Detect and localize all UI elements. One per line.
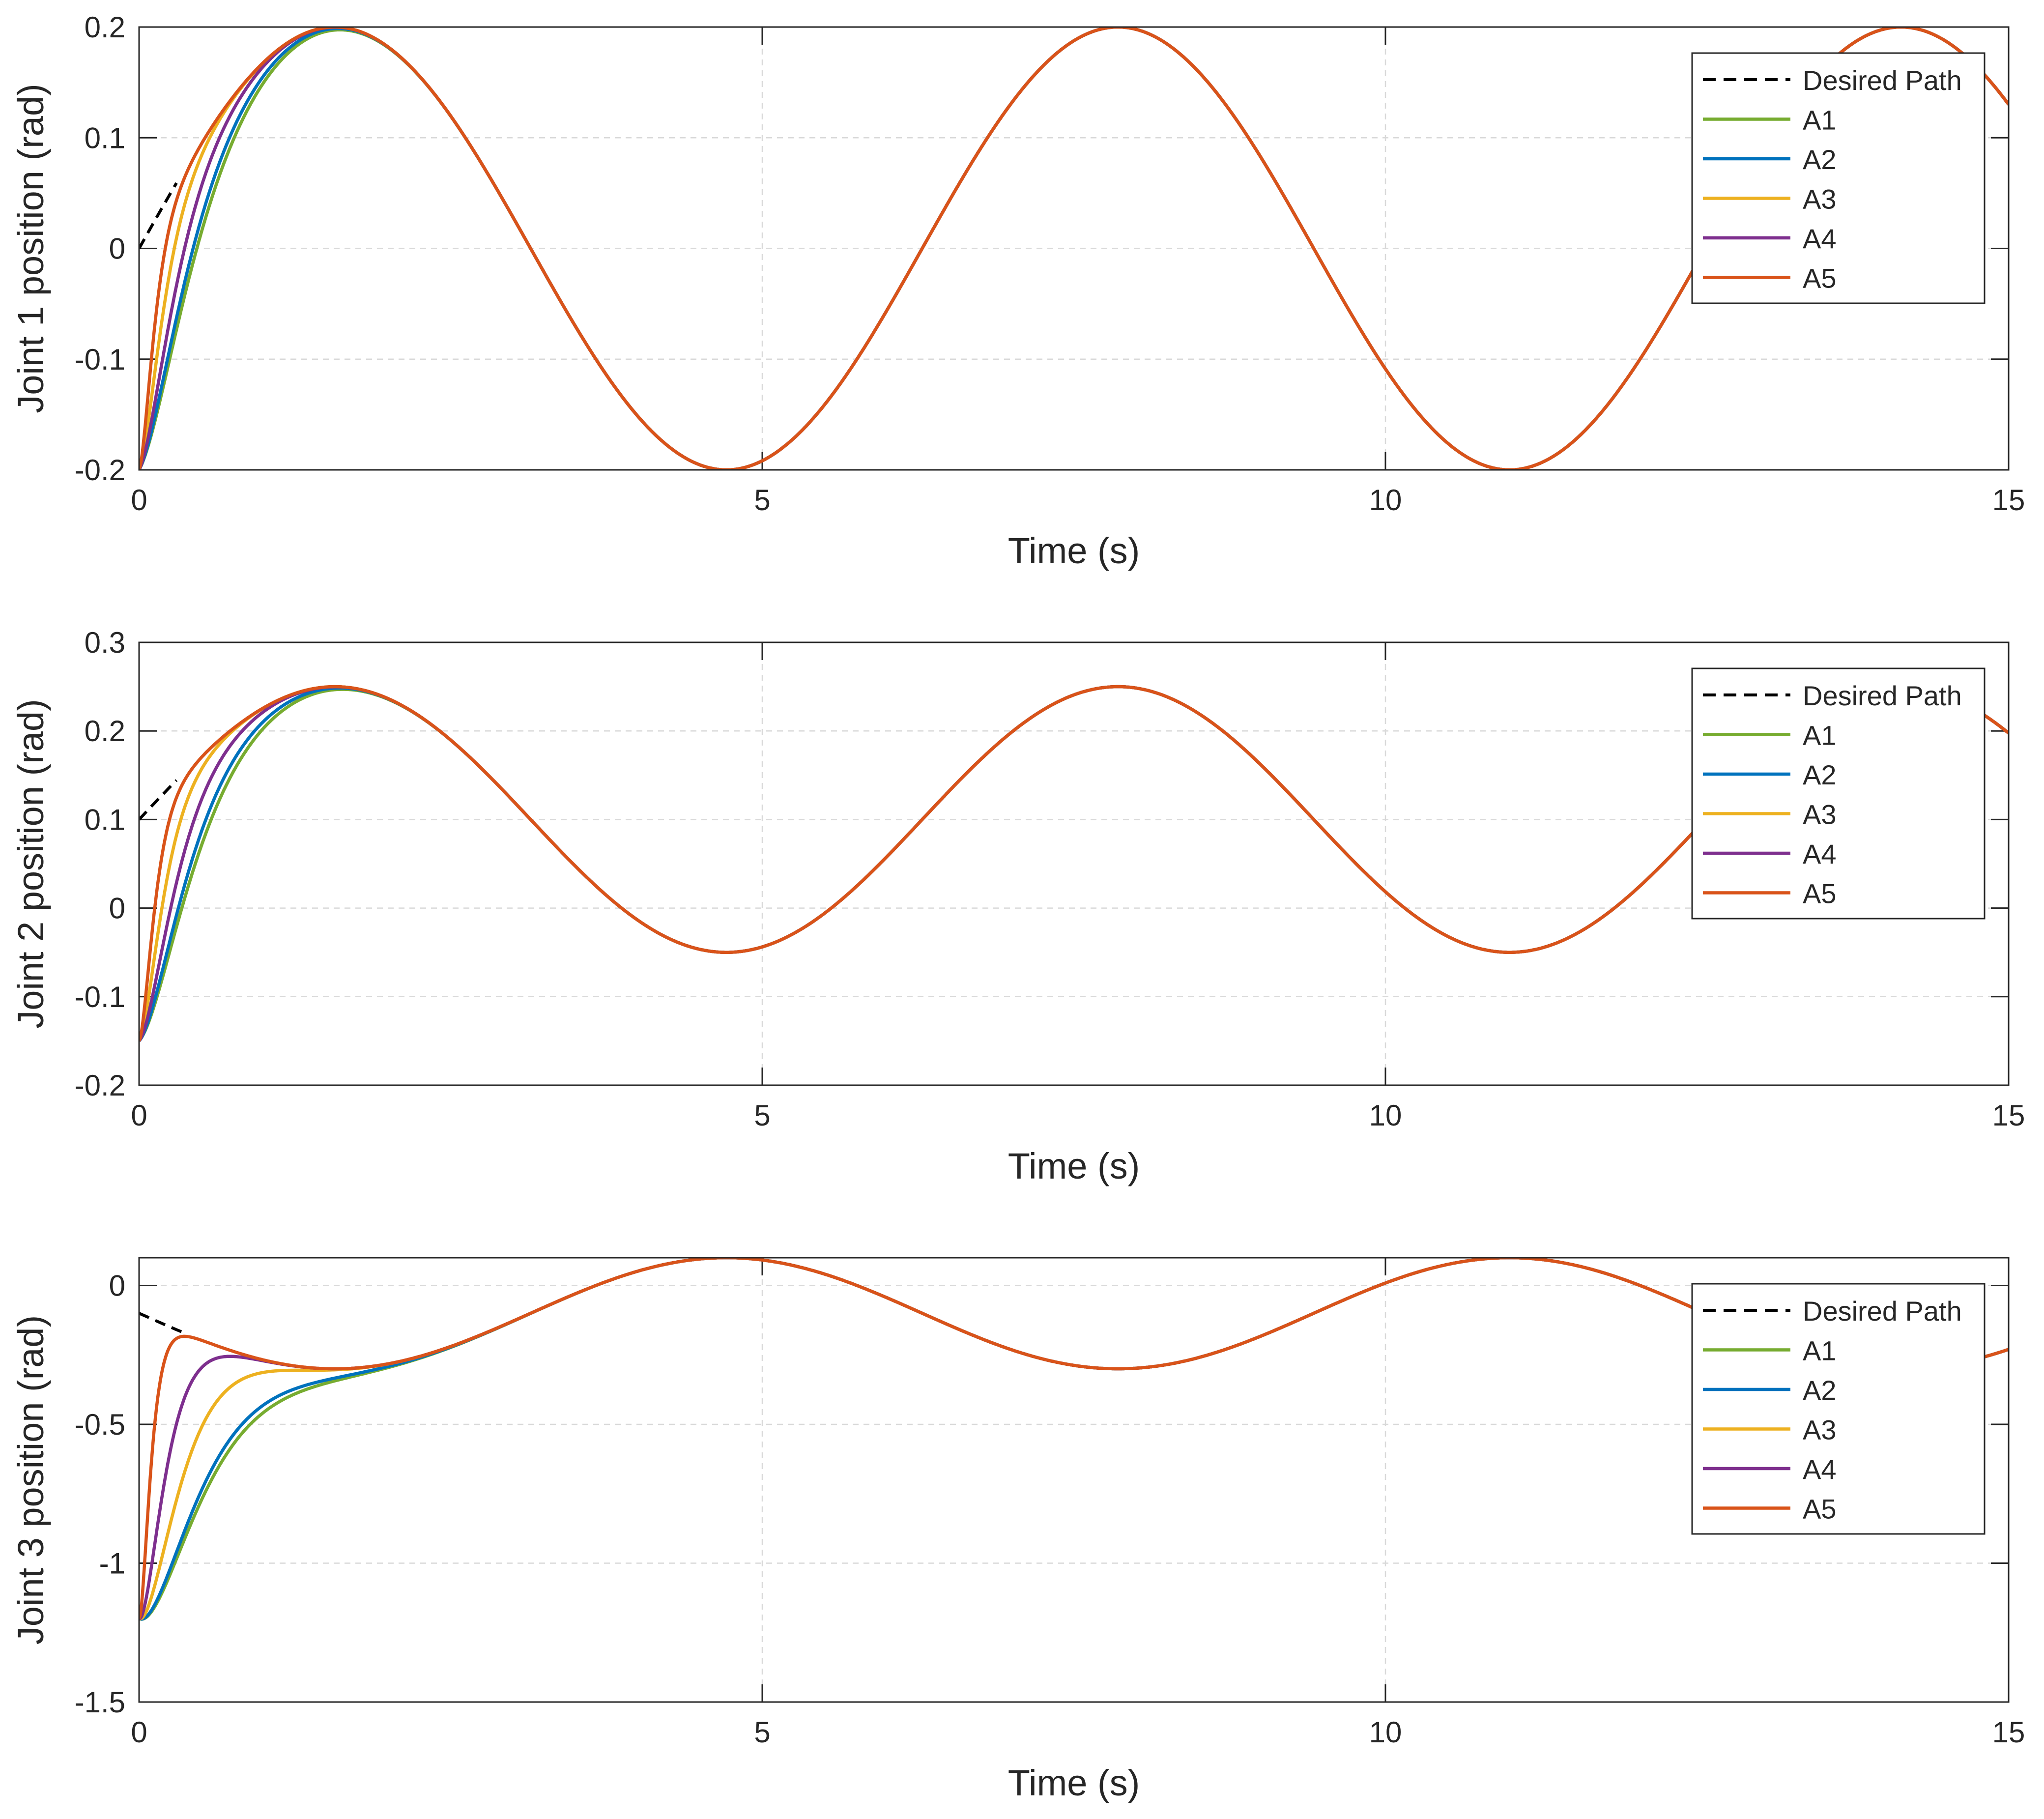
y-tick-label: 0.3 xyxy=(85,626,125,659)
y-axis-label: Joint 3 position (rad) xyxy=(10,1315,51,1645)
x-axis-label: Time (s) xyxy=(1008,1762,1140,1803)
x-tick-label: 15 xyxy=(1992,1716,2025,1749)
x-axis-label: Time (s) xyxy=(1008,530,1140,571)
x-tick-label: 5 xyxy=(754,1716,770,1749)
y-tick-label: 0.2 xyxy=(85,715,125,748)
legend-label-a1: A1 xyxy=(1803,1335,1837,1366)
legend-label-a1: A1 xyxy=(1803,720,1837,751)
legend-label-a5: A5 xyxy=(1803,878,1837,909)
x-tick-label: 0 xyxy=(131,484,147,517)
legend-label-a1: A1 xyxy=(1803,105,1837,136)
y-tick-label: 0 xyxy=(109,1270,125,1302)
y-tick-label: 0 xyxy=(109,892,125,925)
legend-label-a5: A5 xyxy=(1803,263,1837,294)
x-tick-label: 10 xyxy=(1369,1716,1402,1749)
legend-label-a2: A2 xyxy=(1803,1375,1837,1406)
legend: Desired Path A1 A2 A3 A4 A5 xyxy=(1691,667,1986,920)
legend-box xyxy=(1691,52,1986,304)
axes-box xyxy=(138,1257,2010,1703)
y-tick-label: 0.1 xyxy=(85,803,125,836)
x-tick-label: 0 xyxy=(131,1716,147,1749)
y-tick-label: -0.1 xyxy=(75,343,125,376)
x-tick-label: 5 xyxy=(754,484,770,517)
legend-label-a4: A4 xyxy=(1803,223,1837,254)
desired-path-line xyxy=(139,1312,183,1334)
y-tick-label: 0 xyxy=(109,232,125,265)
chart-panel-3: 0 5 10 15 -1.5 -1 -0.5 0 Time (s) Joint 3 positio… xyxy=(10,1257,2025,1803)
legend: Desired Path A1 A2 A3 A4 A5 xyxy=(1691,52,1986,304)
legend-label-a4: A4 xyxy=(1803,838,1837,869)
legend-label-a2: A2 xyxy=(1803,144,1837,175)
desired-path-line xyxy=(139,182,178,249)
legend-label-a3: A3 xyxy=(1803,184,1837,215)
legend-label-a3: A3 xyxy=(1803,1415,1837,1445)
x-tick-label: 10 xyxy=(1369,484,1402,517)
legend-label-desired-path: Desired Path xyxy=(1803,1296,1962,1327)
desired-path-line xyxy=(139,779,178,821)
y-axis-label: Joint 2 position (rad) xyxy=(10,699,51,1028)
y-tick-label: -1.5 xyxy=(75,1686,125,1719)
legend-label-a2: A2 xyxy=(1803,759,1837,790)
legend-label-desired-path: Desired Path xyxy=(1803,680,1962,711)
legend-label-a5: A5 xyxy=(1803,1494,1837,1525)
y-tick-label: 0.2 xyxy=(85,11,125,44)
legend-label-desired-path: Desired Path xyxy=(1803,65,1962,96)
y-tick-label: -0.2 xyxy=(75,454,125,487)
x-tick-label: 15 xyxy=(1992,484,2025,517)
y-tick-label: -1 xyxy=(99,1547,125,1580)
x-axis-label: Time (s) xyxy=(1008,1146,1140,1186)
chart-panel-1: 0 5 10 15 -0.2 -0.1 0 0.1 0.2 Time (s) Joint 1 pos… xyxy=(10,11,2025,571)
axes-box xyxy=(138,26,2010,471)
legend-label-a4: A4 xyxy=(1803,1454,1837,1485)
y-tick-label: -0.5 xyxy=(75,1408,125,1441)
y-tick-label: -0.1 xyxy=(75,981,125,1013)
y-axis-label: Joint 1 position (rad) xyxy=(10,84,51,413)
legend: Desired Path A1 A2 A3 A4 A5 xyxy=(1691,1283,1986,1535)
x-tick-label: 15 xyxy=(1992,1099,2025,1132)
x-tick-label: 10 xyxy=(1369,1099,1402,1132)
x-tick-label: 5 xyxy=(754,1099,770,1132)
legend-box xyxy=(1691,667,1986,920)
y-tick-label: 0.1 xyxy=(85,121,125,154)
x-tick-label: 0 xyxy=(131,1099,147,1132)
legend-label-a3: A3 xyxy=(1803,799,1837,830)
legend-box xyxy=(1691,1283,1986,1535)
chart-panel-2: 0 5 10 15 -0.2 -0.1 0 0.1 0.2 0.3 Time (s) Joint 2 … xyxy=(10,626,2025,1186)
y-tick-label: -0.2 xyxy=(75,1069,125,1102)
axes-box xyxy=(138,641,2010,1086)
